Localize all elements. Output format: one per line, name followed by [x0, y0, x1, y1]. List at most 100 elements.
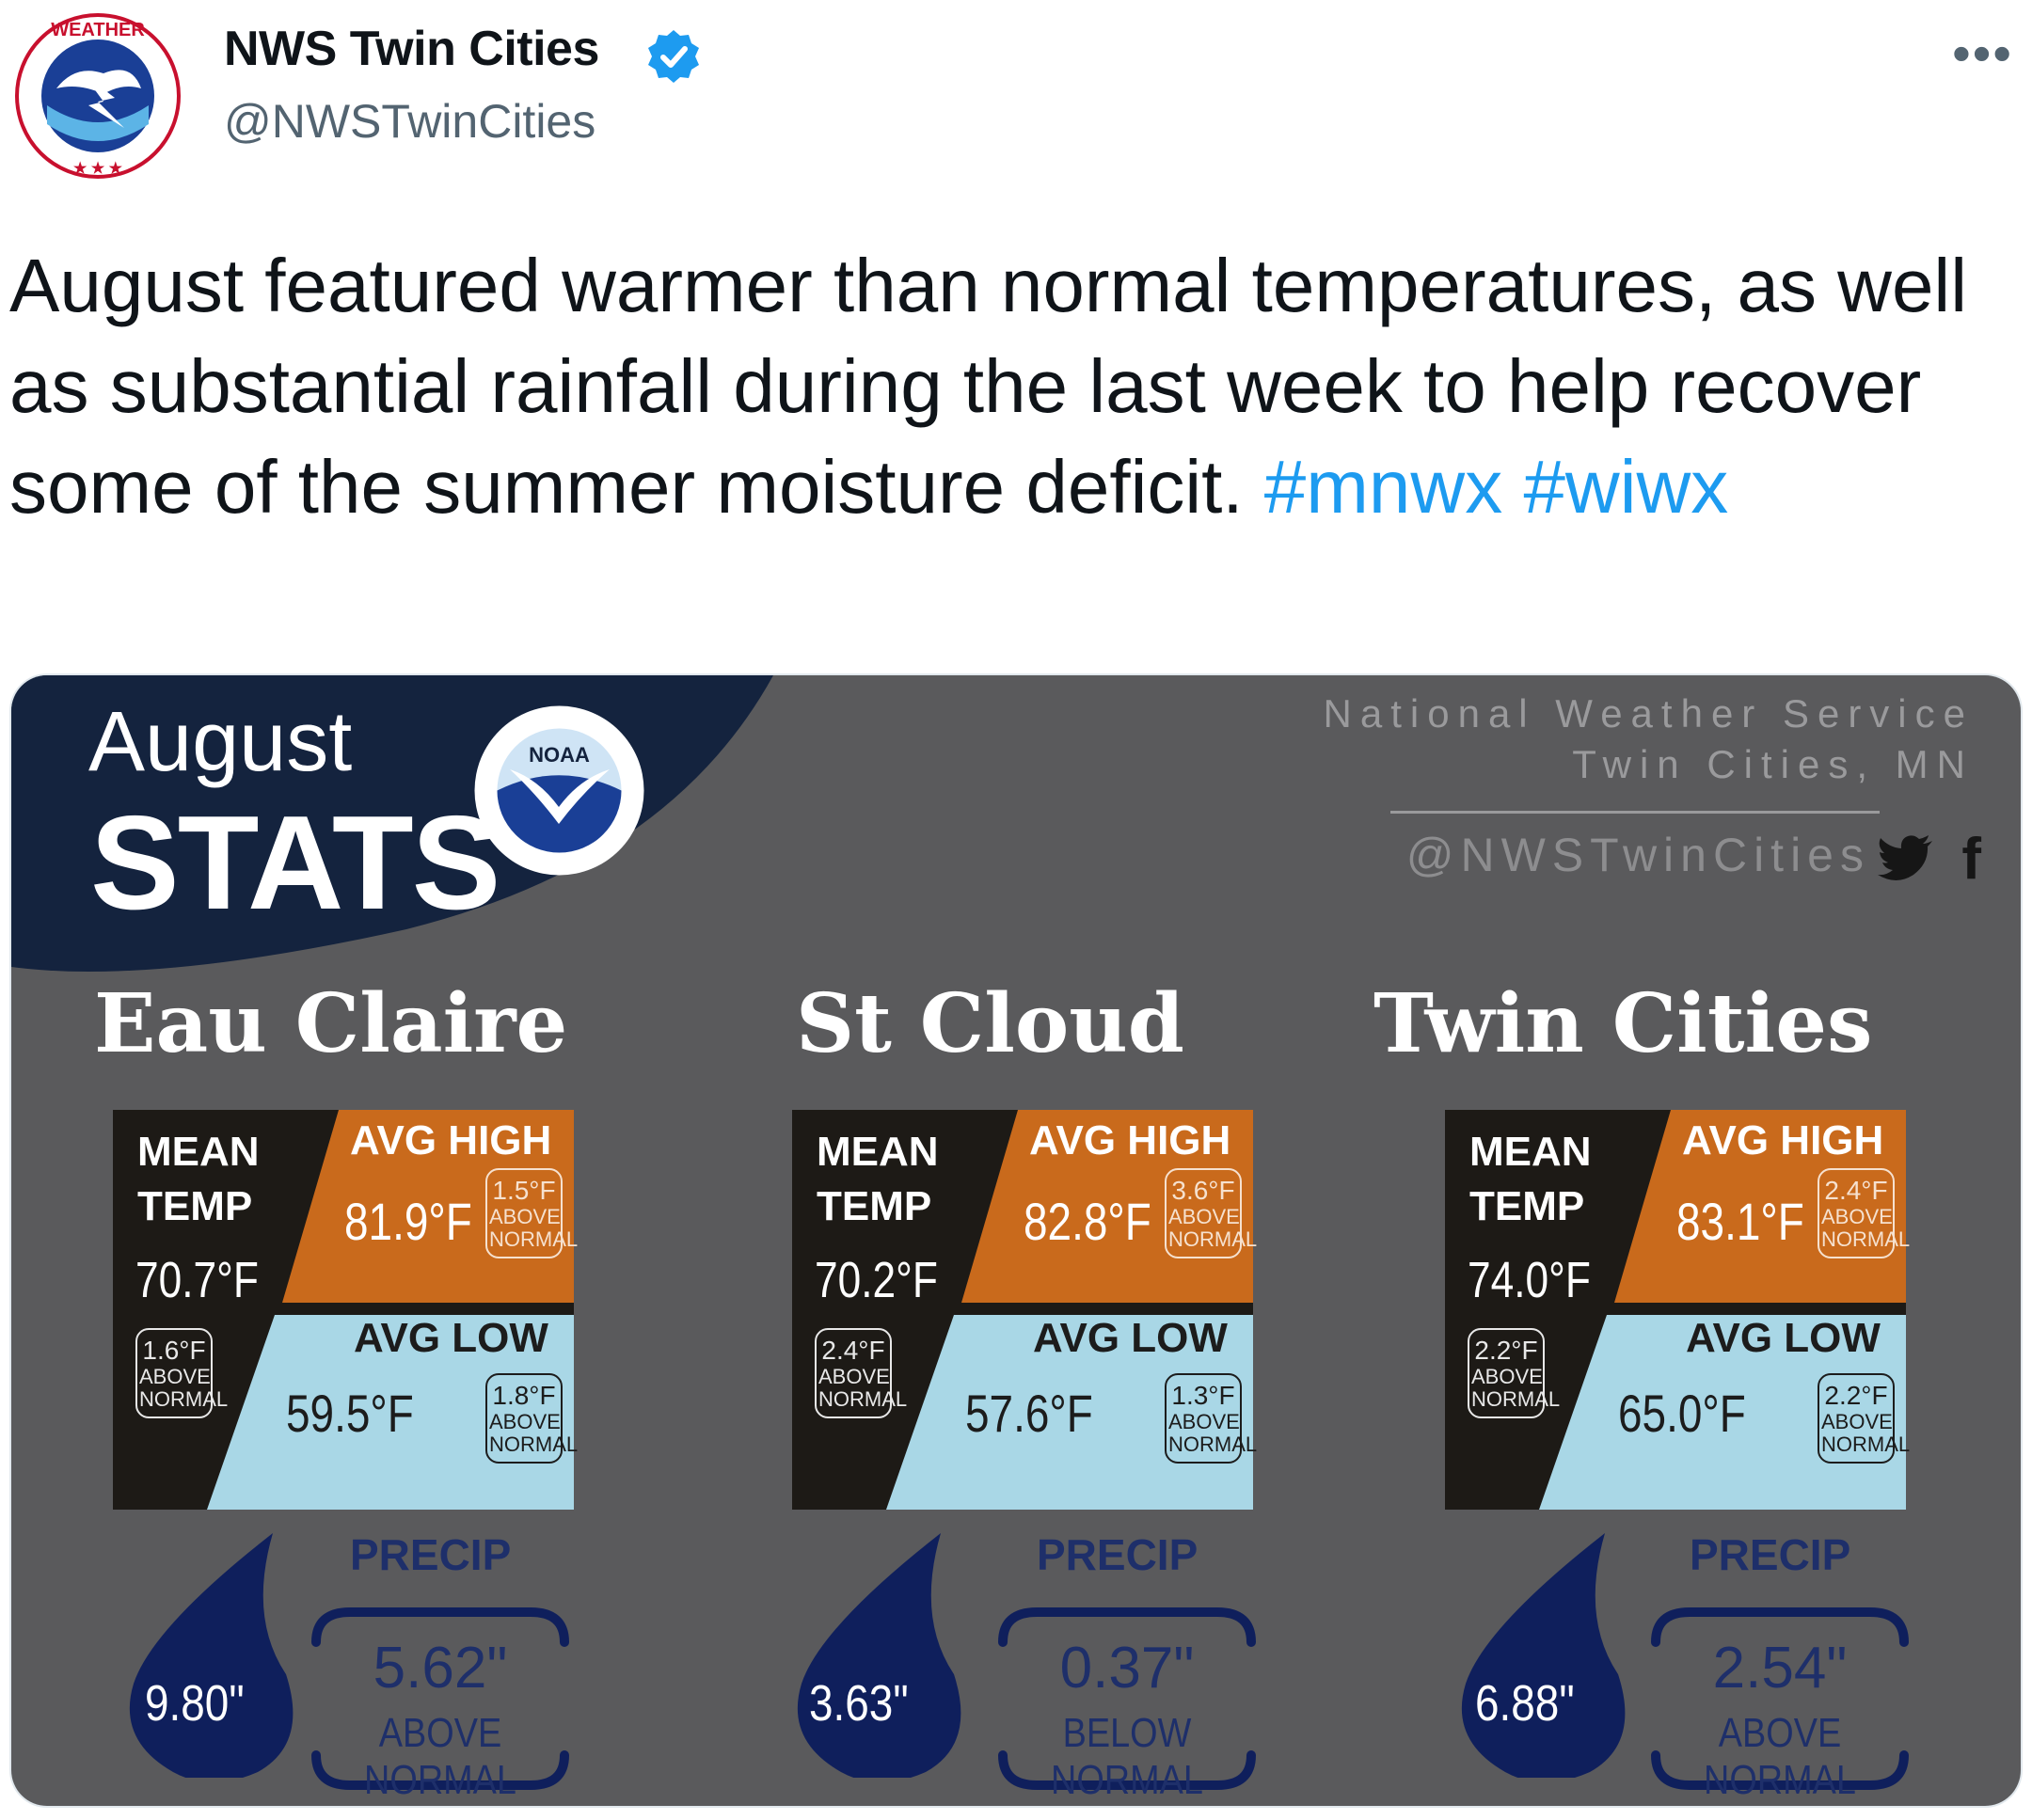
temp-label: TEMP	[817, 1183, 932, 1229]
precip-bracket	[998, 1607, 1256, 1790]
noaa-label: NOAA	[529, 743, 590, 767]
precip-total-eau-claire: 9.80"	[145, 1675, 245, 1732]
city-title-eau-claire: Eau Claire	[94, 976, 568, 1071]
above-label: ABOVE	[1168, 1410, 1240, 1433]
mean-temp-departure: 1.6°F ABOVE NORMAL	[135, 1328, 228, 1418]
departure-value: 1.8°F	[492, 1381, 556, 1410]
precip-label-st-cloud: PRECIP	[1037, 1530, 1199, 1579]
departure-value: 1.5°F	[492, 1176, 556, 1205]
avg-high-label: AVG HIGH	[1029, 1117, 1231, 1163]
mean-temp-value: 74.0°F	[1468, 1252, 1591, 1308]
above-label: ABOVE	[489, 1410, 561, 1433]
departure-value: 2.4°F	[821, 1336, 885, 1365]
normal-label: NORMAL	[1168, 1432, 1258, 1456]
stats-heading: STATS	[90, 788, 500, 938]
raindrop-icon	[1439, 1533, 1627, 1782]
mean-label: MEAN	[1469, 1129, 1592, 1175]
tweet-body: August featured warmer than normal tempe…	[9, 244, 1967, 529]
precip-total-st-cloud: 3.63"	[809, 1675, 909, 1732]
above-label: ABOVE	[1821, 1410, 1893, 1433]
mean-temp-departure: 2.4°F ABOVE NORMAL	[815, 1328, 907, 1418]
nws-logo-avatar[interactable]: WEATHER ★ ★ ★	[9, 8, 186, 184]
avg-low-value: 65.0°F	[1618, 1384, 1746, 1443]
display-name[interactable]: NWS Twin Cities	[224, 22, 599, 76]
precip-label-eau-claire: PRECIP	[350, 1530, 512, 1579]
avg-high-departure: 2.4°F ABOVE NORMAL	[1818, 1168, 1910, 1258]
mean-label: MEAN	[817, 1129, 939, 1175]
precip-bracket	[1651, 1607, 1909, 1790]
above-label: ABOVE	[1168, 1205, 1240, 1228]
normal-label: NORMAL	[1821, 1432, 1911, 1456]
normal-label: NORMAL	[489, 1227, 579, 1251]
avg-low-label: AVG LOW	[1686, 1315, 1881, 1361]
precip-label-twin-cities: PRECIP	[1690, 1530, 1851, 1579]
precip-departure-text-eau-claire: ABOVE NORMAL	[364, 1710, 516, 1803]
facebook-icon: f	[1961, 827, 1981, 892]
mean-temp-label: MEAN TEMP	[1469, 1125, 1592, 1234]
departure-value: 2.2°F	[1824, 1381, 1888, 1410]
normal-label: NORMAL	[489, 1432, 579, 1456]
normal-label: NORMAL	[818, 1387, 908, 1411]
normal-label: NORMAL	[1471, 1387, 1561, 1411]
mean-temp-departure: 2.2°F ABOVE NORMAL	[1468, 1328, 1560, 1418]
avg-low-departure: 1.3°F ABOVE NORMAL	[1165, 1373, 1257, 1464]
avg-low-value: 57.6°F	[965, 1384, 1093, 1443]
social-handle: @NWSTwinCities	[1405, 829, 1870, 881]
org-divider	[1390, 811, 1880, 814]
precip-bracket	[311, 1607, 569, 1790]
twitter-bird-icon	[1878, 835, 1934, 882]
precip-departure-st-cloud: 0.37"	[1059, 1636, 1195, 1701]
departure-value: 1.3°F	[1171, 1381, 1235, 1410]
avg-low-label: AVG LOW	[1033, 1315, 1228, 1361]
more-options-icon[interactable]: •••	[1952, 24, 2013, 83]
tweet-text: August featured warmer than normal tempe…	[9, 235, 2013, 537]
mean-temp-label: MEAN TEMP	[137, 1125, 260, 1234]
avg-high-label: AVG HIGH	[350, 1117, 552, 1163]
temp-panel-twin-cities: MEAN TEMP 74.0°F 2.2°F ABOVE NORMAL AVG HIG…	[1445, 1110, 1910, 1510]
precip-total-twin-cities: 6.88"	[1475, 1675, 1575, 1732]
avg-low-value: 59.5°F	[286, 1384, 414, 1443]
precip-departure-text-st-cloud: BELOW NORMAL	[1051, 1710, 1203, 1803]
precip-departure-text-twin-cities: ABOVE NORMAL	[1704, 1710, 1856, 1803]
mean-temp-label: MEAN TEMP	[817, 1125, 939, 1234]
mean-label: MEAN	[137, 1129, 260, 1175]
stats-infographic[interactable]: August STATS NOAA National Weather Servi…	[11, 675, 2021, 1806]
avg-high-value: 81.9°F	[344, 1192, 472, 1251]
normal-label: NORMAL	[1168, 1227, 1258, 1251]
city-title-twin-cities: Twin Cities	[1373, 976, 1873, 1071]
precip-departure-eau-claire: 5.62"	[373, 1636, 508, 1701]
verified-badge-icon	[645, 28, 702, 85]
avg-high-departure: 3.6°F ABOVE NORMAL	[1165, 1168, 1257, 1258]
svg-text:WEATHER: WEATHER	[51, 20, 145, 40]
normal-label: NORMAL	[1821, 1227, 1911, 1251]
mean-temp-value: 70.7°F	[135, 1252, 259, 1308]
temp-label: TEMP	[1469, 1183, 1585, 1229]
departure-value: 2.4°F	[1824, 1176, 1888, 1205]
hashtag-wiwx[interactable]: #wiwx	[1523, 445, 1729, 529]
hashtag-mnwx[interactable]: #mnwx	[1263, 445, 1503, 529]
user-handle[interactable]: @NWSTwinCities	[224, 95, 596, 148]
temp-panel-st-cloud: MEAN TEMP 70.2°F 2.4°F ABOVE NORMAL AVG HIG…	[792, 1110, 1257, 1510]
month-title: August	[88, 695, 353, 789]
temp-panel-eau-claire: MEAN TEMP 70.7°F 1.6°F ABOVE NORMAL AVG HIG…	[113, 1110, 578, 1510]
avg-high-label: AVG HIGH	[1682, 1117, 1884, 1163]
above-label: ABOVE	[818, 1365, 890, 1388]
raindrop-icon	[775, 1533, 963, 1782]
above-label: ABOVE	[489, 1205, 561, 1228]
svg-text:★ ★ ★: ★ ★ ★	[73, 161, 123, 177]
city-title-st-cloud: St Cloud	[796, 976, 1184, 1071]
above-label: ABOVE	[1821, 1205, 1893, 1228]
org-name: National Weather Service Twin Cities, MN	[1324, 688, 1974, 790]
noaa-logo: NOAA	[472, 704, 646, 878]
mean-temp-value: 70.2°F	[815, 1252, 938, 1308]
normal-label: NORMAL	[139, 1387, 229, 1411]
raindrop-icon	[107, 1533, 295, 1782]
avg-high-value: 82.8°F	[1024, 1192, 1151, 1251]
avg-high-departure: 1.5°F ABOVE NORMAL	[485, 1168, 578, 1258]
departure-value: 2.2°F	[1474, 1336, 1538, 1365]
org-line-2: Twin Cities, MN	[1572, 742, 1974, 786]
temp-label: TEMP	[137, 1183, 253, 1229]
departure-value: 3.6°F	[1171, 1176, 1235, 1205]
avg-low-departure: 1.8°F ABOVE NORMAL	[485, 1373, 578, 1464]
departure-value: 1.6°F	[142, 1336, 206, 1365]
